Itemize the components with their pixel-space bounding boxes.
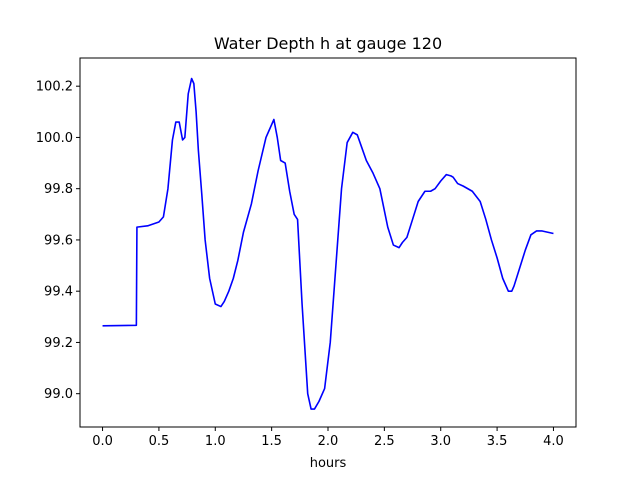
x-tick-label: 0.0	[92, 434, 113, 449]
plot-area: 0.0 0.5 1.0 1.5 2.0 2.5 3.0 3.5 4.0 99.0 99.2 99.4 9…	[36, 57, 577, 449]
x-tick-label: 1.0	[205, 434, 226, 449]
x-axis-label: hours	[310, 456, 347, 471]
y-tick-label: 99.0	[44, 387, 73, 402]
y-tick-label: 99.2	[44, 336, 73, 351]
x-tick-label: 2.0	[318, 434, 339, 449]
y-tick-label: 100.0	[36, 131, 73, 146]
y-tick-label: 100.2	[36, 80, 73, 95]
chart-title: Water Depth h at gauge 120	[214, 34, 442, 53]
y-tick-label: 99.4	[44, 285, 73, 300]
x-tick-label: 1.5	[261, 434, 282, 449]
y-tick-label: 99.8	[44, 182, 73, 197]
x-tick-label: 4.0	[543, 434, 564, 449]
y-tick-label: 99.6	[44, 233, 73, 248]
x-tick-label: 3.0	[430, 434, 451, 449]
x-tick-label: 2.5	[374, 434, 395, 449]
x-tick-label: 0.5	[149, 434, 170, 449]
series-line-0	[102, 77, 554, 410]
x-tick-label: 3.5	[487, 434, 508, 449]
